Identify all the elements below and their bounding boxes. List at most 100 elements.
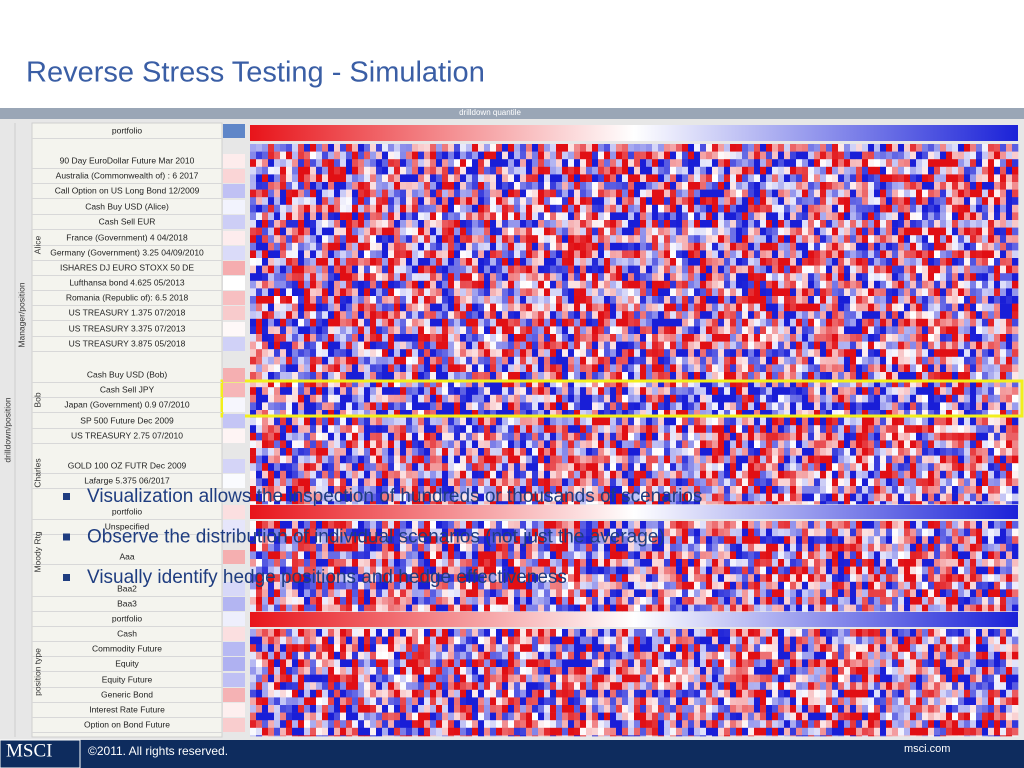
heatmap-cell — [694, 394, 701, 403]
heatmap-cell — [880, 220, 887, 228]
heatmap-cell — [556, 204, 563, 213]
heatmap-cell — [874, 250, 881, 259]
heatmap-cell — [916, 364, 923, 373]
heatmap-cell — [1012, 417, 1019, 426]
heatmap-cell — [748, 280, 755, 289]
heatmap-cell — [874, 189, 881, 198]
heatmap-cell — [406, 235, 413, 244]
heatmap-cell — [940, 273, 947, 282]
heatmap-cell — [820, 242, 827, 251]
heatmap-cell — [844, 212, 851, 221]
heatmap-cell — [982, 417, 989, 426]
heatmap-cell — [976, 394, 983, 403]
heatmap-cell — [364, 387, 371, 396]
heatmap-cell — [556, 356, 563, 365]
heatmap-cell — [352, 166, 359, 175]
heatmap-cell — [766, 242, 773, 251]
heatmap-cell — [334, 326, 341, 335]
heatmap-cell — [868, 189, 875, 198]
heatmap-cell — [970, 288, 977, 297]
heatmap-cell — [748, 410, 755, 418]
heatmap-cell — [982, 372, 989, 380]
heatmap-cell — [1006, 280, 1013, 289]
heatmap-cell — [430, 311, 437, 320]
heatmap-cell — [802, 379, 809, 388]
heatmap-cell — [280, 356, 287, 365]
heatmap-cell — [820, 334, 827, 342]
heatmap-cell — [664, 197, 671, 206]
heatmap-cell — [388, 227, 395, 236]
heatmap-cell — [394, 379, 401, 388]
heatmap-cell — [496, 372, 503, 380]
heatmap-cell — [550, 227, 557, 236]
heatmap-cell — [274, 372, 281, 380]
heatmap-cell — [274, 182, 281, 190]
heatmap-cell — [736, 182, 743, 190]
heatmap-cell — [910, 189, 917, 198]
heatmap-cell — [268, 258, 275, 266]
heatmap-cell — [664, 410, 671, 418]
heatmap-cell — [394, 242, 401, 251]
heatmap-cell — [748, 235, 755, 244]
heatmap-cell — [304, 318, 311, 327]
heatmap-cell — [376, 235, 383, 244]
heatmap-cell — [556, 387, 563, 396]
heatmap-cell — [736, 341, 743, 350]
heatmap-cell — [952, 341, 959, 350]
heatmap-cell — [814, 174, 821, 183]
heatmap-cell — [796, 227, 803, 236]
heatmap-cell — [280, 288, 287, 297]
heatmap-cell — [640, 250, 647, 259]
heatmap-cell — [916, 227, 923, 236]
heatmap-cell — [760, 189, 767, 198]
heatmap-cell — [664, 372, 671, 380]
heatmap-cell — [670, 166, 677, 175]
heatmap-cell — [814, 318, 821, 327]
heatmap-cell — [316, 326, 323, 335]
heatmap-cell — [982, 265, 989, 274]
heatmap-cell — [988, 197, 995, 206]
heatmap-cell — [592, 166, 599, 175]
heatmap-cell — [814, 326, 821, 335]
heatmap-cell — [298, 258, 305, 266]
heatmap-cell — [424, 394, 431, 403]
heatmap-cell — [904, 174, 911, 183]
heatmap-cell — [472, 197, 479, 206]
heatmap-cell — [748, 318, 755, 327]
heatmap-cell — [394, 356, 401, 365]
heatmap-cell — [280, 174, 287, 183]
heatmap-cell — [394, 212, 401, 221]
heatmap-cell — [634, 212, 641, 221]
heatmap-cell — [676, 296, 683, 304]
heatmap-cell — [598, 318, 605, 327]
heatmap-cell — [454, 151, 461, 160]
heatmap-cell — [496, 341, 503, 350]
heatmap-cell — [514, 258, 521, 266]
heatmap-cell — [316, 144, 323, 152]
heatmap — [250, 144, 1019, 737]
heatmap-cell — [262, 349, 269, 358]
heatmap-cell — [508, 265, 515, 274]
heatmap-cell — [412, 212, 419, 221]
heatmap-cell — [448, 151, 455, 160]
heatmap-cell — [820, 387, 827, 396]
heatmap-cell — [616, 280, 623, 289]
heatmap-cell — [664, 341, 671, 350]
heatmap-cell — [874, 372, 881, 380]
heatmap-cell — [826, 258, 833, 266]
heatmap-cell — [388, 204, 395, 213]
heatmap-cell — [766, 432, 773, 441]
heatmap-cell — [916, 334, 923, 342]
heatmap-cell — [250, 235, 257, 244]
heatmap-cell — [352, 326, 359, 335]
heatmap-cell — [706, 432, 713, 441]
heatmap-cell — [586, 303, 593, 312]
heatmap-cell — [622, 258, 629, 266]
heatmap-cell — [364, 394, 371, 403]
heatmap-cell — [772, 402, 779, 411]
heatmap-cell — [694, 334, 701, 342]
heatmap-cell — [304, 379, 311, 388]
heatmap-cell — [862, 334, 869, 342]
heatmap-cell — [760, 417, 767, 426]
heatmap-cell — [904, 204, 911, 213]
